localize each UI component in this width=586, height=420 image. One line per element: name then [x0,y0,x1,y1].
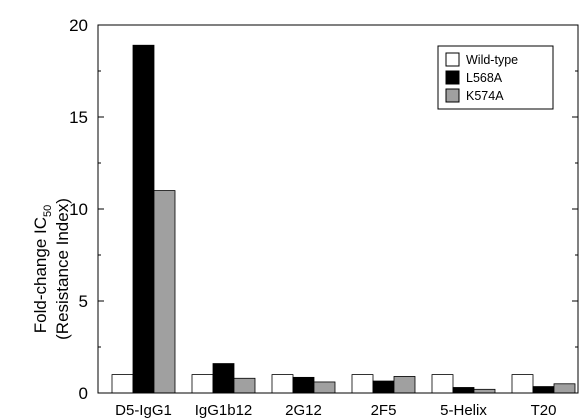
bar-2g12-k574a [313,381,336,394]
x-tick-label: IgG1b12 [195,402,253,419]
y-tick-label: 0 [79,384,88,403]
plot-area-frame [97,24,579,394]
y-axis-title-line2: (Resistance Index) [53,198,72,340]
legend-swatch [445,70,460,85]
y-axis-title: Fold-change IC50 (Resistance Index) [31,198,72,340]
bar-2f5-k574a [393,376,416,394]
bar-igg1b12-wild-type [191,374,214,394]
y-axis-title-subscript: 50 [42,205,54,217]
bar-2g12-l568a [292,376,315,394]
legend-label: Wild-type [466,53,518,67]
legend-label: L568A [466,71,503,85]
x-tick-label: D5-IgG1 [115,402,172,419]
bar-igg1b12-k574a [233,377,256,394]
x-tick-label: 5-Helix [440,402,487,419]
bar-d5-igg1-k574a [153,190,176,394]
legend-label: K574A [466,89,504,103]
y-tick-label: 10 [69,200,88,219]
legend: Wild-type L568A K574A [437,45,554,110]
y-axis-title-line1: Fold-change IC [31,217,50,333]
bar-5-helix-l568a [452,387,475,394]
bar-2g12-wild-type [271,374,294,394]
x-tick-label: 2G12 [285,402,322,419]
bar-5-helix-wild-type [431,374,454,394]
y-axis-ticks: 0 5 10 15 20 [69,16,578,403]
bar-t20-wild-type [511,374,534,394]
bar-d5-igg1-l568a [132,44,155,394]
y-tick-label: 20 [69,16,88,35]
legend-swatch [445,88,460,103]
y-tick-label: 5 [79,292,88,311]
y-tick-label: 15 [69,108,88,127]
bar-t20-k574a [553,383,576,394]
bar-d5-igg1-wild-type [111,374,134,394]
svg-text:Fold-change IC50: Fold-change IC50 [31,205,54,333]
x-tick-label: T20 [531,402,557,419]
bar-2f5-wild-type [351,374,374,394]
bar-t20-l568a [532,386,555,394]
legend-swatch [445,52,460,67]
bars [111,44,576,394]
bar-igg1b12-l568a [212,363,235,394]
bar-2f5-l568a [372,380,395,394]
x-axis-ticks: D5-IgG1 IgG1b12 2G12 2F5 5-Helix T20 [115,402,556,419]
bar-5-helix-k574a [473,388,496,394]
x-tick-label: 2F5 [371,402,397,419]
